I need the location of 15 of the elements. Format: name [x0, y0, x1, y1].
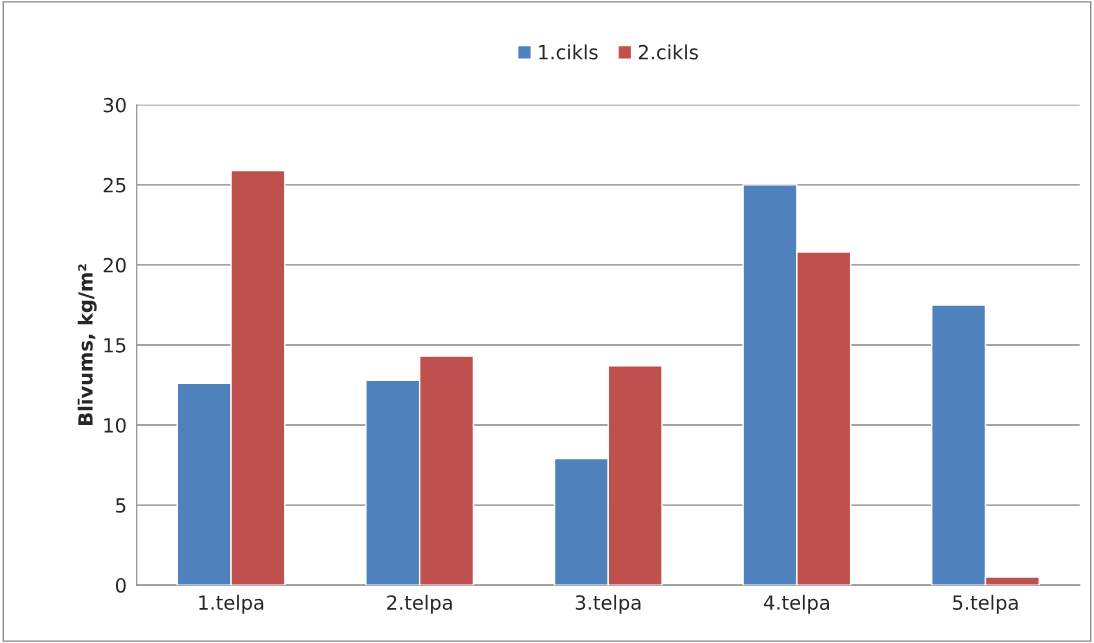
y-tick-label: 15: [104, 338, 126, 353]
y-tick-label: 25: [103, 177, 126, 193]
x-tick-label: 4.telpa: [763, 594, 829, 614]
y-tick-label: 0: [115, 578, 126, 593]
legend-label: 2.cikls: [638, 44, 698, 60]
x-tick-label: 3.telpa: [575, 594, 641, 614]
x-tick-label: 1.telpa: [199, 594, 264, 614]
y-tick-label: 30: [103, 97, 126, 113]
legend-label: 1.cikls: [539, 44, 598, 60]
y-axis-title: Blīvums, kg/m²: [77, 264, 97, 425]
x-tick-label: 5.telpa: [953, 594, 1018, 614]
y-tick-label: 10: [104, 417, 126, 433]
x-tick-label: 2.telpa: [387, 594, 452, 614]
y-tick-label: 20: [103, 257, 126, 273]
y-tick-label: 5: [116, 498, 126, 513]
